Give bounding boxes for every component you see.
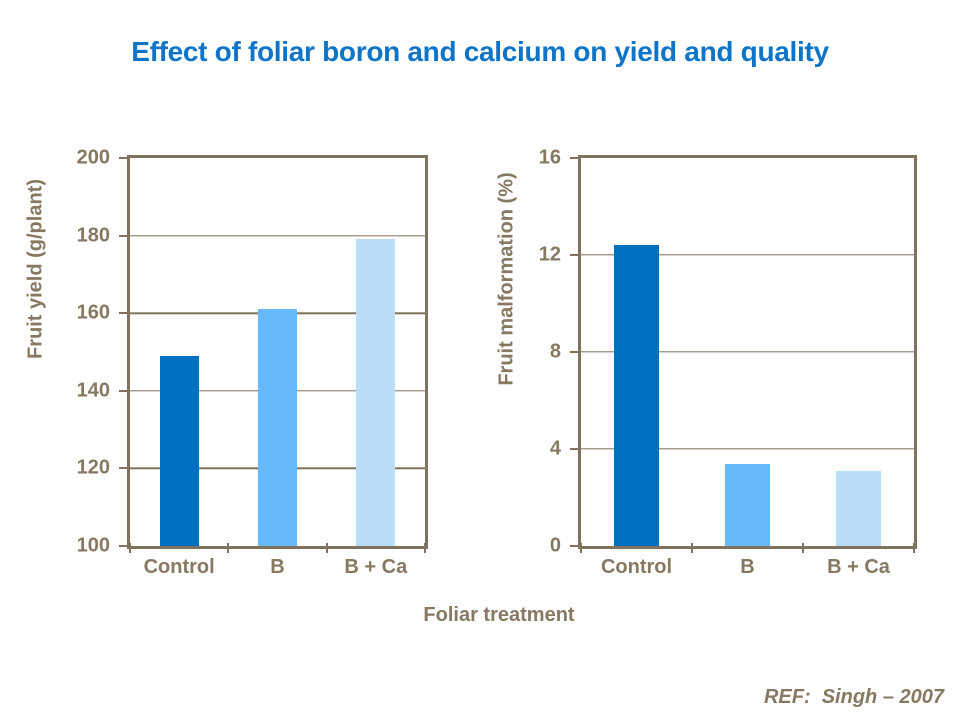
- y-tick-label-140: 140: [76, 379, 110, 402]
- bar-b: [257, 309, 298, 546]
- y-tick-mark-140: [119, 389, 130, 392]
- x-tick-label-control: Control: [600, 556, 673, 578]
- bar-b-ca: [356, 239, 396, 546]
- x-tick-mark-2: [325, 543, 328, 553]
- fruit-malformation-chart: 0 4 8 12 16 Control B B + Ca: [539, 148, 917, 578]
- bar-control: [614, 245, 659, 546]
- y-tick-mark-180: [119, 234, 130, 237]
- reference-note: REF: Singh – 2007: [763, 686, 944, 708]
- x-axis-title: Foliar treatment: [423, 604, 575, 626]
- y-tick-mark-4: [570, 448, 581, 450]
- x-tick-mark-3: [913, 543, 915, 553]
- y-tick-mark-100: [119, 545, 130, 547]
- x-tick-label-b: B: [740, 556, 755, 578]
- y-tick-mark-120: [119, 467, 130, 470]
- y-tick-label-100: 100: [76, 534, 110, 557]
- x-tick-label-control: Control: [143, 556, 215, 578]
- x-tick-mark-1: [691, 543, 693, 553]
- fruit-yield-chart: 100 120 140 160 180 200 Control B B + Ca: [77, 148, 428, 578]
- y-tick-label-120: 120: [76, 456, 110, 479]
- left-y-axis-title: Fruit yield (g/plant): [24, 179, 47, 359]
- slide-title: Effect of foliar boron and calcium on yi…: [131, 36, 829, 67]
- y-tick-mark-16: [570, 157, 581, 159]
- y-tick-label-180: 180: [76, 224, 110, 247]
- y-tick-mark-0: [570, 545, 581, 547]
- bar-b-ca: [836, 470, 881, 546]
- y-tick-mark-8: [570, 351, 581, 353]
- y-tick-mark-12: [570, 254, 581, 256]
- gridline-180: [130, 234, 425, 237]
- y-tick-label-200: 200: [76, 146, 110, 169]
- y-tick-label-8: 8: [549, 340, 561, 363]
- y-tick-label-4: 4: [549, 437, 561, 460]
- x-tick-mark-0: [580, 543, 582, 553]
- x-tick-label-b-ca: B + Ca: [827, 556, 890, 578]
- bar-b: [725, 463, 770, 546]
- y-tick-label-12: 12: [538, 243, 561, 266]
- y-tick-label-160: 160: [76, 301, 110, 324]
- y-tick-label-0: 0: [549, 534, 561, 557]
- gridline-8: [581, 351, 914, 353]
- x-tick-mark-0: [129, 543, 131, 553]
- x-tick-label-b-ca: B + Ca: [344, 556, 408, 578]
- gridline-12: [581, 254, 914, 256]
- x-tick-mark-3: [424, 543, 426, 553]
- y-tick-mark-160: [119, 312, 130, 315]
- x-tick-label-b: B: [270, 556, 285, 578]
- x-tick-mark-1: [227, 543, 230, 553]
- gridline-4: [581, 448, 914, 450]
- y-tick-label-16: 16: [538, 146, 561, 169]
- y-tick-mark-200: [119, 157, 130, 159]
- bar-control: [159, 355, 199, 546]
- x-tick-mark-2: [802, 543, 804, 553]
